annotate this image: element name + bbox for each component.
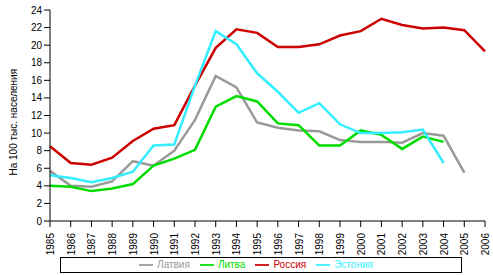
svg-text:2: 2 (36, 198, 42, 209)
svg-text:1990: 1990 (149, 233, 160, 256)
svg-text:1986: 1986 (66, 233, 77, 256)
svg-text:22: 22 (31, 22, 43, 33)
svg-text:16: 16 (31, 75, 43, 86)
svg-text:6: 6 (36, 163, 42, 174)
svg-text:18: 18 (31, 57, 43, 68)
svg-text:12: 12 (31, 110, 43, 121)
svg-text:1998: 1998 (314, 233, 325, 256)
svg-text:1995: 1995 (252, 233, 263, 256)
html-text:Россия: Россия (273, 258, 307, 270)
svg-text:1994: 1994 (231, 233, 242, 256)
svg-text:20: 20 (31, 40, 43, 51)
svg-text:1989: 1989 (128, 233, 139, 256)
svg-text:1997: 1997 (294, 233, 305, 256)
svg-text:0: 0 (36, 216, 42, 227)
svg-text:2002: 2002 (397, 233, 408, 256)
svg-text:14: 14 (31, 92, 43, 103)
svg-text:1992: 1992 (190, 233, 201, 256)
svg-text:1996: 1996 (273, 233, 284, 256)
html-text:Литва: Литва (217, 258, 246, 270)
svg-text:10: 10 (31, 128, 43, 139)
svg-text:2004: 2004 (439, 233, 450, 256)
svg-text:1999: 1999 (335, 233, 346, 256)
svg-text:2000: 2000 (356, 233, 367, 256)
html-text:Латвия: Латвия (157, 258, 190, 270)
html-text:Эстония: Эстония (334, 258, 373, 270)
svg-text:1987: 1987 (86, 233, 97, 256)
svg-text:2006: 2006 (480, 233, 485, 256)
svg-text:1993: 1993 (211, 233, 222, 256)
svg-text:На 100 тыс. населения: На 100 тыс. населения (8, 69, 19, 176)
svg-text:2001: 2001 (376, 233, 387, 256)
svg-text:1985: 1985 (45, 233, 56, 256)
svg-text:1991: 1991 (169, 233, 180, 256)
svg-text:1988: 1988 (107, 233, 118, 256)
svg-text:24: 24 (31, 5, 43, 16)
svg-text:2005: 2005 (459, 233, 470, 256)
svg-text:2003: 2003 (418, 233, 429, 256)
svg-text:8: 8 (36, 145, 42, 156)
svg-text:4: 4 (36, 180, 42, 191)
